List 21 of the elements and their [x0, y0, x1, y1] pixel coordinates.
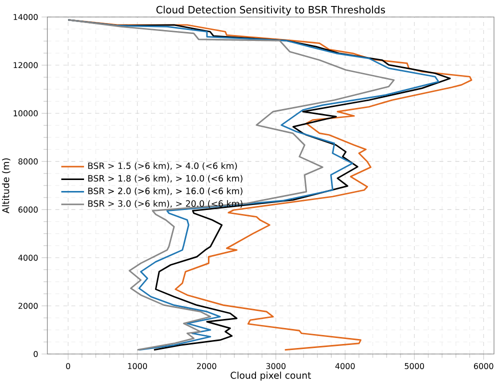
- x-tick-label: 3000: [266, 363, 286, 370]
- x-tick-label: 6000: [474, 363, 494, 370]
- y-tick-label: 2000: [18, 302, 38, 309]
- x-tick-label: 1000: [128, 363, 147, 370]
- x-tick-label: 2000: [197, 363, 216, 370]
- y-tick-label: 0: [34, 350, 38, 358]
- y-tick-label: 10000: [14, 110, 38, 116]
- legend-label: BSR > 2.0 (>6 km), > 16.0 (<6 km): [88, 188, 242, 196]
- legend-label: BSR > 1.5 (>6 km), > 4.0 (<6 km): [88, 162, 237, 170]
- x-tick-label: 4000: [335, 363, 355, 370]
- y-tick-label: 14000: [14, 14, 38, 20]
- y-tick-label: 4000: [18, 254, 38, 261]
- y-axis-title: Altitude (m): [2, 158, 10, 214]
- x-tick-label: 5000: [404, 363, 424, 370]
- y-tick-label: 12000: [14, 62, 38, 68]
- chart-title: Cloud Detection Sensitivity to BSR Thresholds: [156, 6, 386, 16]
- y-tick-label: 6000: [18, 206, 38, 213]
- legend-label: BSR > 1.8 (>6 km), > 10.0 (<6 km): [88, 174, 242, 183]
- x-tick-label: 0: [66, 363, 70, 370]
- y-tick-label: 8000: [18, 158, 38, 164]
- x-axis-title: Cloud pixel count: [230, 372, 311, 381]
